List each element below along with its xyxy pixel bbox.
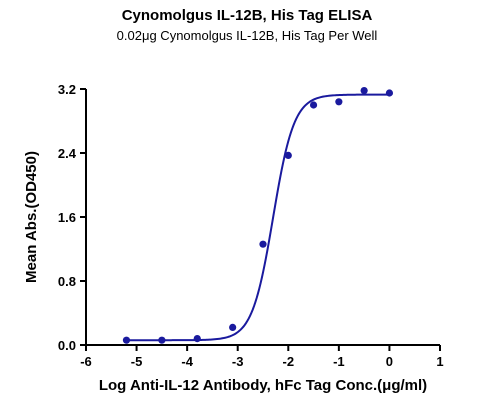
x-tick-label: 0: [386, 354, 393, 369]
x-tick-label: 1: [436, 354, 443, 369]
x-tick-label: -5: [131, 354, 143, 369]
y-tick-label: 0.0: [58, 338, 76, 353]
data-point: [309, 101, 318, 109]
chart-subtitle: 0.02μg Cynomolgus IL-12B, His Tag Per We…: [117, 28, 378, 43]
fit-curve: [126, 93, 390, 342]
data-point: [193, 335, 201, 343]
x-tick-label: -3: [232, 354, 244, 369]
y-tick-label: 0.8: [58, 274, 76, 289]
data-points: [122, 87, 394, 344]
x-tick-label: -1: [333, 354, 345, 369]
x-tick-label: -4: [181, 354, 193, 369]
y-tick-label: 2.4: [58, 146, 77, 161]
y-axis-title: Mean Abs.(OD450): [23, 151, 40, 283]
y-tick-label: 3.2: [58, 82, 76, 97]
data-point: [229, 323, 237, 331]
y-tick-label: 1.6: [58, 210, 76, 225]
x-tick-label: -2: [283, 354, 295, 369]
data-point: [335, 98, 343, 106]
data-point: [360, 87, 368, 95]
data-point: [284, 151, 292, 159]
x-tick-label: -6: [80, 354, 92, 369]
chart-title: Cynomolgus IL-12B, His Tag ELISA: [122, 7, 373, 24]
fit-curve-layer: [126, 93, 390, 342]
x-axis-title: Log Anti-IL-12 Antibody, hFc Tag Conc.(μ…: [99, 377, 427, 394]
data-point: [122, 336, 131, 344]
data-point: [385, 89, 394, 97]
axes: -6 -5 -4 -3 -2 -1 0 1 0.0 0.8 1.6 2.4 3.2: [58, 82, 444, 369]
data-point: [158, 336, 166, 344]
data-point: [259, 240, 267, 248]
